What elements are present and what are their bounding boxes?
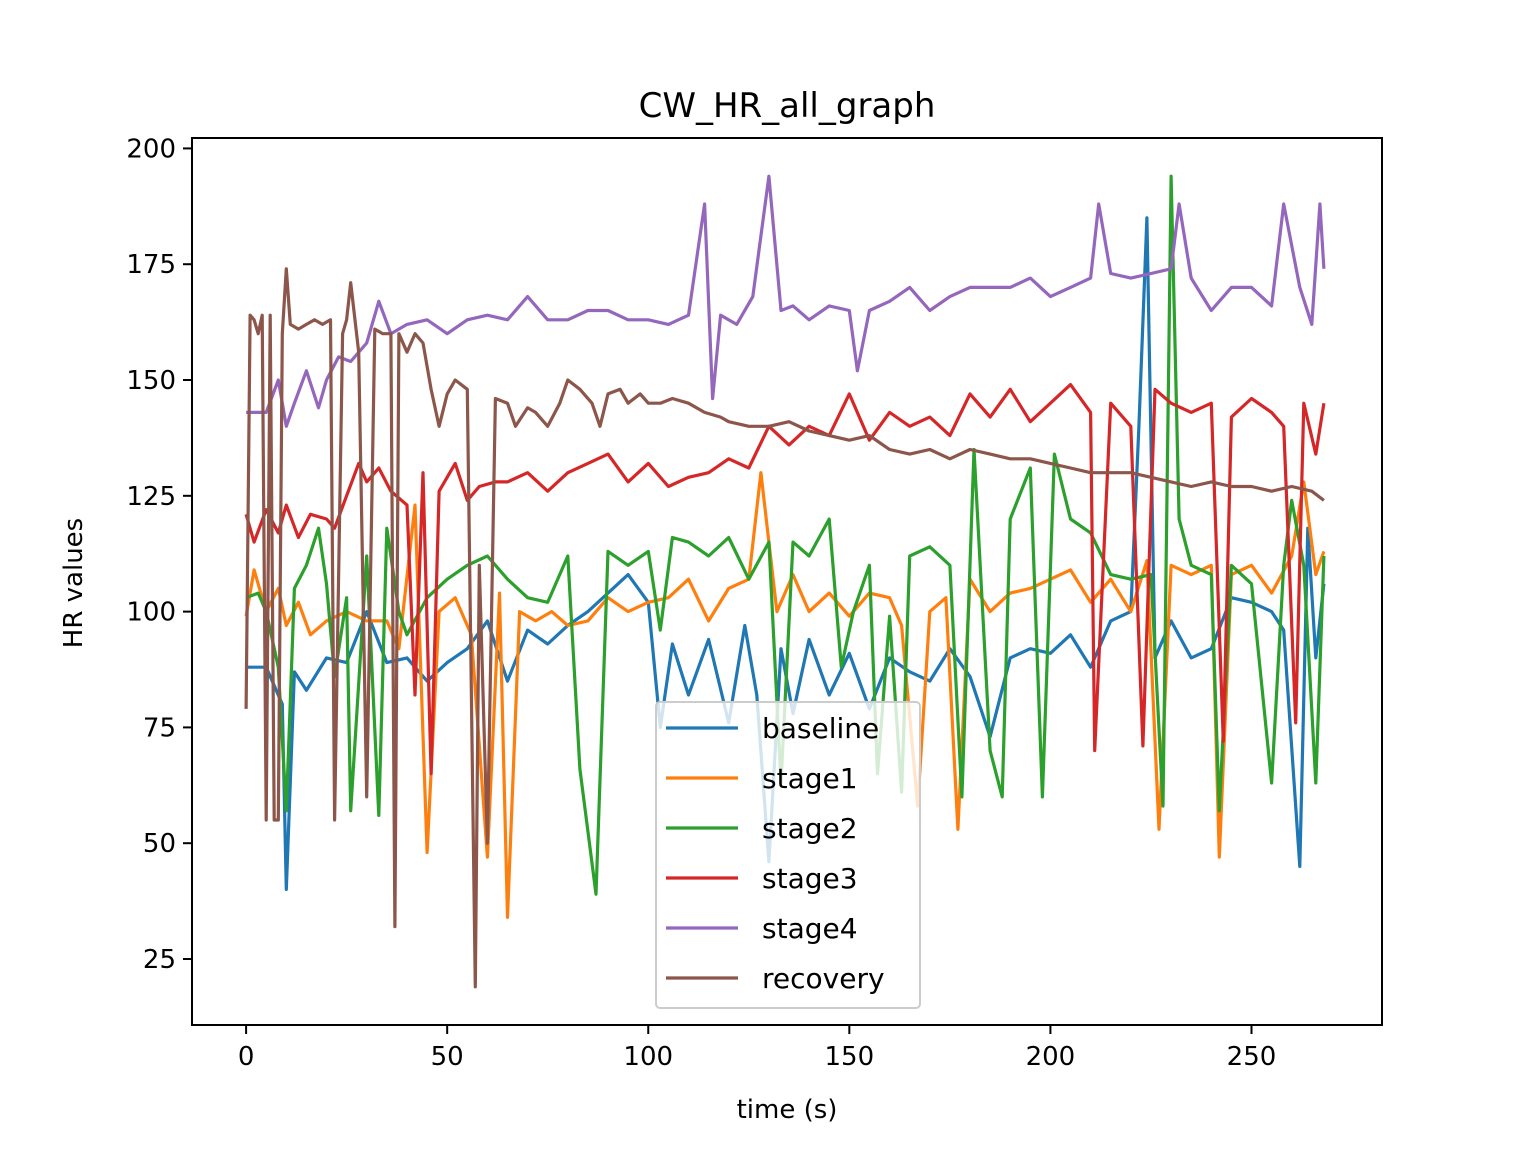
- legend-label-stage2: stage2: [762, 812, 858, 845]
- legend-label-stage3: stage3: [762, 862, 858, 895]
- x-tick-label: 150: [825, 1042, 875, 1072]
- chart-title: CW_HR_all_graph: [639, 86, 936, 126]
- legend-label-baseline: baseline: [762, 712, 879, 745]
- x-tick-label: 0: [238, 1042, 255, 1072]
- series-line-recovery: [244, 267, 1325, 989]
- series-layer: [244, 174, 1326, 989]
- y-axis-label: HR values: [59, 518, 89, 648]
- y-tick-label: 25: [143, 945, 176, 975]
- legend-label-recovery: recovery: [762, 962, 885, 995]
- x-tick-label: 200: [1026, 1042, 1076, 1072]
- y-tick-label: 175: [126, 250, 176, 280]
- y-tick-label: 125: [126, 482, 176, 512]
- y-axis-ticks: 25 50 75 100 125 150 175 200: [126, 134, 192, 975]
- y-tick-label: 75: [143, 713, 176, 743]
- y-tick-label: 150: [126, 366, 176, 396]
- series-line-stage2: [245, 174, 1326, 896]
- x-tick-label: 100: [623, 1042, 673, 1072]
- legend-label-stage1: stage1: [762, 762, 858, 795]
- legend: baseline stage1 stage2 stage3 stage4 recovery: [655, 701, 921, 1009]
- x-tick-label: 50: [431, 1042, 464, 1072]
- series-line-stage4: [246, 174, 1326, 428]
- plot-frame: [191, 137, 1383, 1026]
- y-tick-label: 100: [126, 598, 176, 628]
- x-tick-label: 250: [1227, 1042, 1277, 1072]
- y-tick-label: 200: [126, 134, 176, 164]
- x-axis-ticks: 0 50 100 150 200 250: [238, 1025, 1277, 1072]
- legend-items: baseline stage1 stage2 stage3 stage4 recovery: [666, 712, 885, 995]
- y-tick-label: 50: [143, 829, 176, 859]
- legend-label-stage4: stage4: [762, 912, 858, 945]
- x-axis-label: time (s): [737, 1095, 838, 1125]
